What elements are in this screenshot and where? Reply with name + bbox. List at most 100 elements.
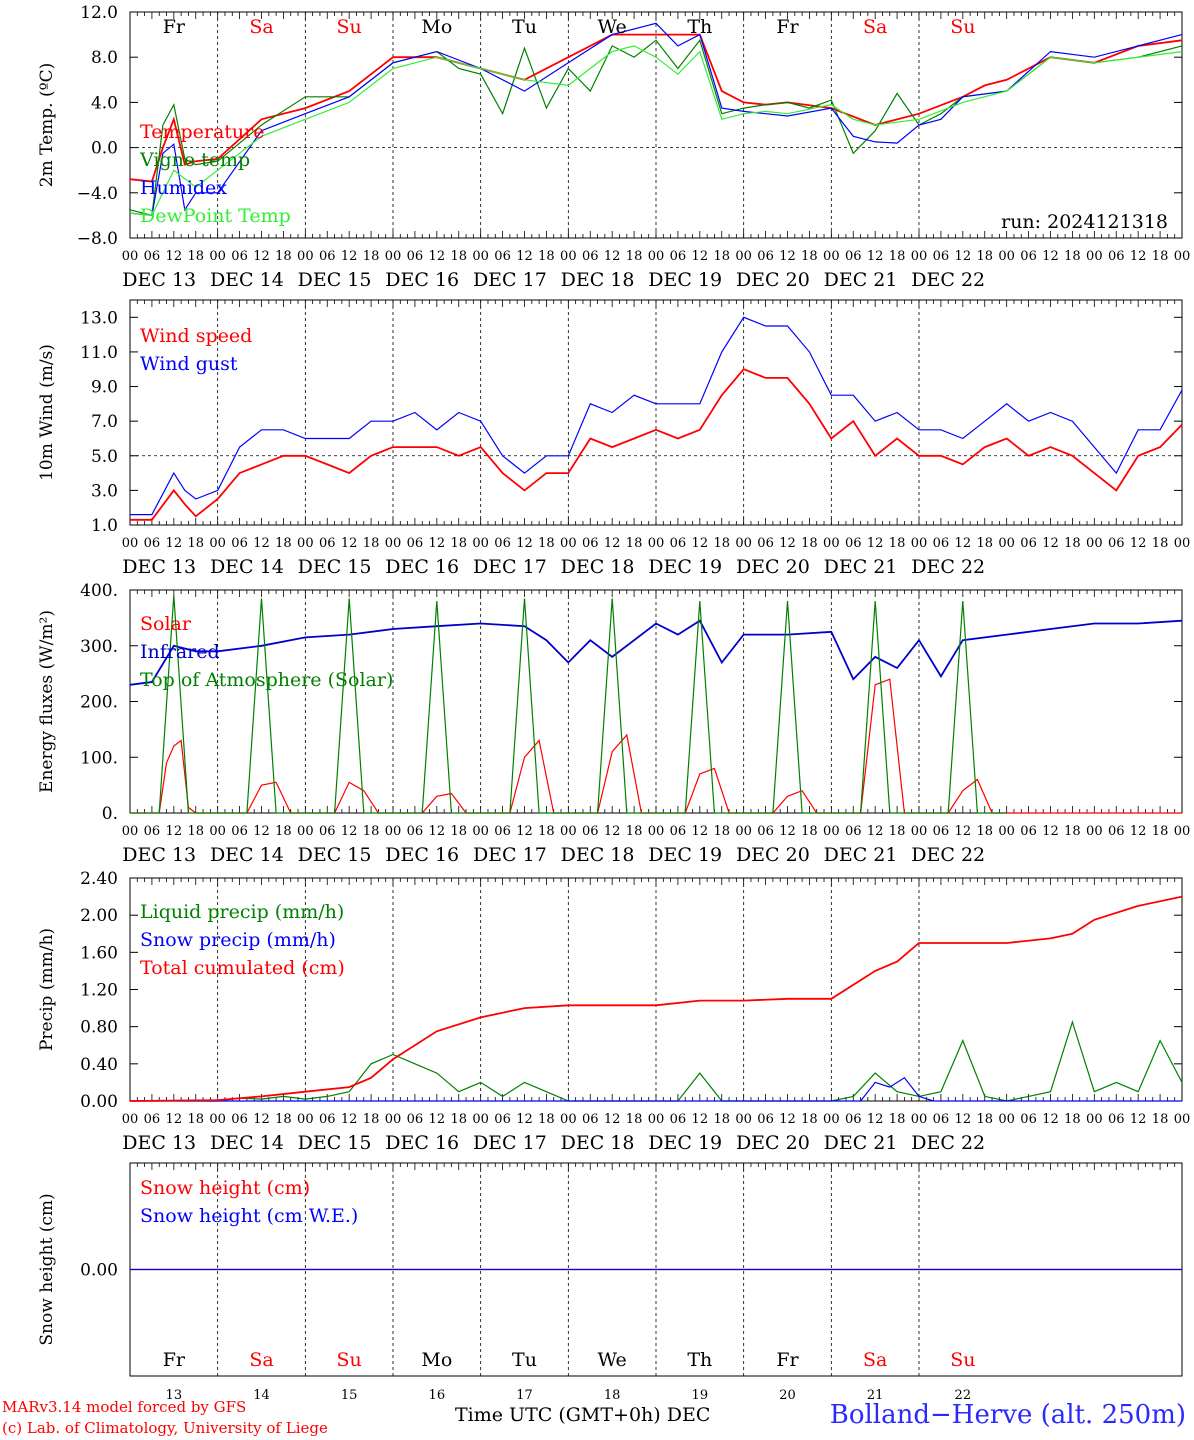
date-label: DEC 15: [298, 1132, 372, 1154]
hour-tick-label: 12: [253, 249, 270, 264]
day-number: 16: [429, 1388, 446, 1403]
day-number: 17: [516, 1388, 533, 1403]
legend-entry: DewPoint Temp: [140, 205, 291, 227]
hour-tick-label: 12: [429, 536, 446, 551]
hour-tick-label: 06: [407, 824, 424, 839]
hour-tick-label: 18: [1152, 824, 1169, 839]
hour-tick-label: 12: [1042, 249, 1059, 264]
hour-tick-label: 18: [889, 536, 906, 551]
date-label: DEC 17: [473, 844, 547, 866]
hour-tick-label: 18: [275, 1112, 292, 1127]
series-line-2: [129, 895, 1183, 1102]
hour-tick-label: 12: [1042, 824, 1059, 839]
hour-tick-label: 00: [560, 249, 577, 264]
hour-tick-label: 06: [1108, 1112, 1125, 1127]
panel-frame: [129, 299, 1183, 526]
y-tick-label: 1.20: [80, 981, 118, 1001]
date-label: DEC 13: [122, 1132, 196, 1154]
hour-tick-label: 12: [516, 1112, 533, 1127]
hour-tick-label: 18: [889, 824, 906, 839]
hour-tick-label: 18: [450, 1112, 467, 1127]
hour-tick-label: 06: [757, 1112, 774, 1127]
hour-tick-label: 12: [166, 249, 183, 264]
day-abbr-bottom: Th: [687, 1349, 712, 1371]
hour-tick-label: 12: [955, 824, 972, 839]
hour-tick-label: 06: [582, 249, 599, 264]
series-line-0: [129, 33, 1183, 183]
hour-tick-label: 06: [1108, 536, 1125, 551]
y-tick-label: 0.: [102, 804, 118, 824]
hour-tick-label: 00: [297, 536, 314, 551]
hour-tick-label: 06: [319, 249, 336, 264]
hour-tick-label: 00: [385, 1112, 402, 1127]
panel-5: 0.00 Snow height (cm) Snow height (cm) Snow…: [37, 1162, 1183, 1403]
hour-tick-label: 18: [626, 249, 643, 264]
hour-tick-label: 12: [341, 536, 358, 551]
date-label: DEC 15: [298, 556, 372, 578]
hour-tick-label: 00: [122, 249, 139, 264]
hour-tick-label: 12: [779, 536, 796, 551]
y-axis-label: Precip (mm/h): [37, 928, 57, 1051]
y-tick-label: 4.0: [91, 93, 118, 113]
hour-tick-label: 12: [516, 249, 533, 264]
hour-tick-label: 06: [494, 1112, 511, 1127]
hour-tick-label: 00: [560, 824, 577, 839]
hour-tick-label: 06: [144, 249, 161, 264]
hour-tick-label: 06: [231, 1112, 248, 1127]
hour-tick-label: 06: [670, 1112, 687, 1127]
hour-tick-label: 00: [1174, 536, 1191, 551]
hour-tick-label: 00: [385, 536, 402, 551]
date-label: DEC 15: [298, 844, 372, 866]
date-label: DEC 13: [122, 844, 196, 866]
hour-tick-label: 06: [144, 536, 161, 551]
hour-tick-label: 06: [1108, 249, 1125, 264]
y-tick-label: 2.40: [80, 869, 118, 889]
y-tick-label: 11.0: [80, 343, 118, 363]
hour-tick-label: 06: [1020, 824, 1037, 839]
series-line-2: [129, 22, 1183, 217]
day-number: 14: [253, 1388, 270, 1403]
hour-tick-label: 06: [845, 249, 862, 264]
station-title: Bolland−Herve (alt. 250m): [829, 1400, 1186, 1430]
hour-tick-label: 12: [166, 536, 183, 551]
hour-tick-label: 18: [363, 249, 380, 264]
hour-tick-label: 12: [955, 249, 972, 264]
day-number: 13: [166, 1388, 183, 1403]
hour-tick-label: 00: [998, 249, 1015, 264]
y-tick-label: −4.0: [77, 184, 118, 204]
hour-tick-label: 18: [1064, 1112, 1081, 1127]
hour-tick-label: 12: [166, 1112, 183, 1127]
legend-entry: Infrared: [140, 641, 220, 663]
hour-tick-label: 06: [670, 536, 687, 551]
run-label: run: 2024121318: [1001, 211, 1168, 233]
hour-tick-label: 18: [450, 536, 467, 551]
date-label: DEC 21: [824, 556, 898, 578]
hour-tick-label: 18: [801, 1112, 818, 1127]
series-line-0: [130, 678, 1182, 814]
day-abbr-top: Sa: [249, 16, 273, 38]
hour-tick-label: 06: [407, 1112, 424, 1127]
model-credit: MARv3.14 model forced by GFS: [2, 1398, 247, 1416]
day-abbr-top: Th: [687, 16, 712, 38]
y-tick-label: 7.0: [91, 412, 118, 432]
hour-tick-label: 12: [955, 536, 972, 551]
legend-entry: Snow height (cm W.E.): [140, 1205, 358, 1227]
day-abbr-bottom: Fr: [163, 1349, 186, 1371]
date-label: DEC 14: [210, 1132, 284, 1154]
hour-tick-label: 06: [933, 824, 950, 839]
hour-tick-label: 12: [341, 824, 358, 839]
y-axis-label: 2m Temp. (ºC): [37, 63, 57, 188]
hour-tick-label: 00: [823, 249, 840, 264]
hour-tick-label: 06: [407, 249, 424, 264]
hour-tick-label: 12: [1130, 824, 1147, 839]
hour-tick-label: 12: [692, 249, 709, 264]
date-label: DEC 18: [561, 844, 635, 866]
y-tick-label: 8.0: [91, 48, 118, 68]
legend-entry: Liquid precip (mm/h): [140, 901, 344, 923]
hour-tick-label: 18: [187, 249, 204, 264]
hour-tick-label: 06: [494, 824, 511, 839]
hour-tick-label: 18: [1152, 1112, 1169, 1127]
hour-tick-label: 18: [626, 824, 643, 839]
hour-tick-label: 12: [166, 824, 183, 839]
date-label: DEC 22: [911, 1132, 985, 1154]
